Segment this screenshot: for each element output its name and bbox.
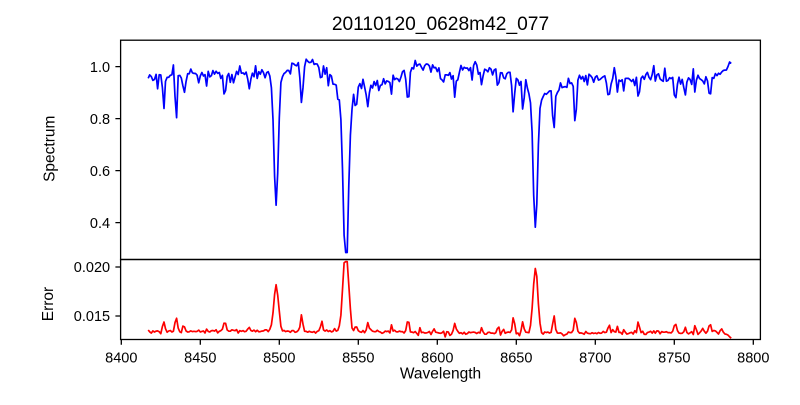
svg-text:0.015: 0.015 — [74, 309, 110, 325]
svg-text:1.0: 1.0 — [90, 60, 110, 76]
svg-text:0.6: 0.6 — [90, 164, 110, 180]
svg-text:0.4: 0.4 — [90, 216, 110, 232]
svg-text:8750: 8750 — [658, 351, 690, 367]
svg-text:8400: 8400 — [105, 351, 137, 367]
svg-text:Spectrum: Spectrum — [42, 116, 59, 182]
svg-text:Error: Error — [40, 287, 57, 321]
svg-text:0.8: 0.8 — [90, 112, 110, 128]
svg-text:8800: 8800 — [737, 351, 769, 367]
svg-text:0.020: 0.020 — [74, 260, 110, 276]
svg-text:8700: 8700 — [579, 351, 611, 367]
svg-text:Wavelength: Wavelength — [400, 365, 481, 382]
svg-text:8450: 8450 — [184, 351, 216, 367]
svg-text:8550: 8550 — [342, 351, 374, 367]
svg-text:8650: 8650 — [500, 351, 532, 367]
svg-text:8500: 8500 — [263, 351, 295, 367]
svg-text:8600: 8600 — [421, 351, 453, 367]
svg-text:20110120_0628m42_077: 20110120_0628m42_077 — [332, 14, 549, 35]
